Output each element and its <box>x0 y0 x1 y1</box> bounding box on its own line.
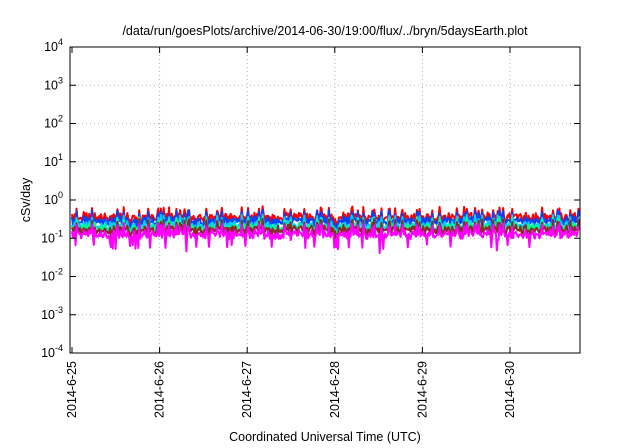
y-axis-label: cSv/day <box>19 177 33 222</box>
y-tick-label: 104 <box>44 37 63 54</box>
y-tick-label: 10-4 <box>41 343 63 360</box>
y-tick-label: 10-3 <box>41 305 63 322</box>
y-tick-label: 10-1 <box>41 228 63 245</box>
y-axis: 10-4 10-3 10-2 10-1 100 101 102 103 104 <box>41 37 580 360</box>
x-tick-label: 2014-6-29 <box>415 361 429 418</box>
x-axis-label: Coordinated Universal Time (UTC) <box>229 430 421 444</box>
series-line <box>71 222 581 254</box>
y-tick-label: 100 <box>44 190 63 207</box>
x-tick-label: 2014-6-26 <box>153 361 167 418</box>
y-tick-label: 102 <box>44 114 63 131</box>
grid <box>70 47 580 353</box>
x-tick-label: 2014-6-25 <box>65 361 79 418</box>
chart-title: /data/run/goesPlots/archive/2014-06-30/1… <box>122 24 528 38</box>
x-tick-label: 2014-6-27 <box>240 361 254 418</box>
x-axis: 2014-6-25 2014-6-26 2014-6-27 2014-6-28 2014… <box>65 47 517 418</box>
y-tick-label: 101 <box>44 152 63 169</box>
y-tick-label: 10-2 <box>41 267 63 284</box>
series-group <box>71 205 581 254</box>
x-tick-label: 2014-6-28 <box>328 361 342 418</box>
y-tick-label: 103 <box>44 75 63 92</box>
x-tick-label: 2014-6-30 <box>503 361 517 418</box>
